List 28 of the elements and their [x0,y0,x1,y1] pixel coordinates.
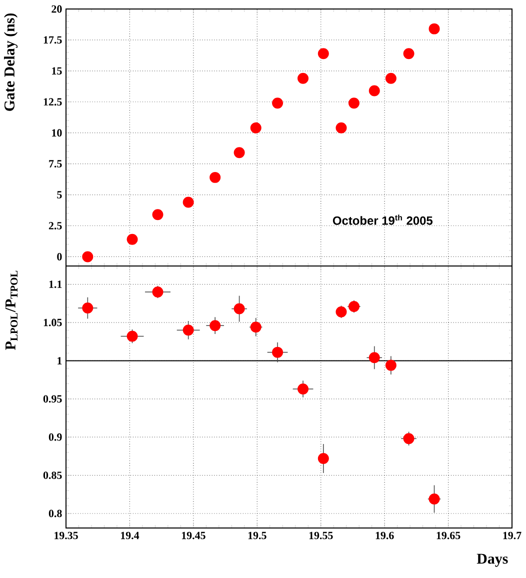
x-tick-label: 19.35 [54,532,78,540]
annotation: October 19$^{th}$ 2005 [332,214,433,225]
y-tick-label: 0.85 [43,472,62,480]
y-axis-title: P$_{LPOL}$/P$_{TPOL}$ [5,270,18,350]
y-tick-label: 20 [52,5,62,13]
y-tick-label: 10 [52,129,62,137]
y-tick-label: 12.5 [44,98,62,106]
y-tick-label: 1 [58,357,62,364]
y-tick-label: 7.5 [49,160,62,168]
x-tick-label: 19.65 [436,532,460,540]
x-tick-label: 19.7 [503,532,522,540]
x-tick-label: 19.6 [376,532,394,540]
y-tick-label: 0.9 [48,433,62,441]
y-axis-title: Gate Delay (ns) [4,13,18,111]
y-tick-label: 0 [57,253,62,260]
x-tick-label: 19.4 [121,532,140,540]
y-tick-label: 1.1 [49,280,62,288]
y-tick-label: 2.5 [48,222,62,230]
x-tick-label: 19.5 [248,532,266,540]
y-tick-label: 1.05 [44,318,62,326]
x-tick-label: 19.55 [309,532,333,540]
y-tick-label: 17.5 [44,36,62,44]
y-tick-label: 0.95 [43,395,62,403]
y-tick-label: 5 [57,191,62,198]
y-tick-label: 15 [52,67,62,75]
y-tick-label: 0.8 [48,510,62,518]
x-tick-label: 19.45 [182,532,206,540]
x-axis-title: Days [476,554,508,567]
